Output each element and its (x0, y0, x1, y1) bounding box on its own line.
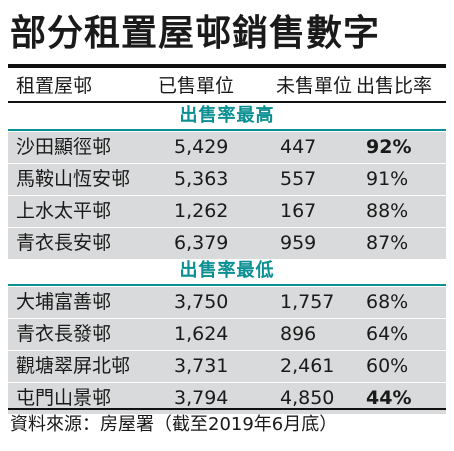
sale-ratio: 88% (366, 200, 409, 222)
table-header: 租置屋邨 已售單位 未售單位 出售比率 (8, 71, 446, 101)
table-row: 沙田顯徑邨 5,429 447 92% (8, 132, 446, 163)
estate-name: 沙田顯徑邨 (16, 136, 112, 158)
unsold-units: 557 (280, 168, 317, 190)
section-title-low: 出售率最低 (179, 260, 275, 281)
title-divider (8, 64, 446, 68)
table-row: 大埔富善邨 3,750 1,757 68% (8, 287, 446, 318)
unsold-units: 959 (280, 232, 317, 254)
header-sold: 已售單位 (158, 75, 235, 97)
unsold-units: 2,461 (280, 355, 335, 377)
table-row: 青衣長安邨 6,379 959 87% (8, 228, 446, 259)
sale-ratio: 44% (366, 387, 412, 409)
unsold-units: 4,850 (280, 387, 335, 409)
sale-ratio: 64% (366, 323, 409, 345)
sale-ratio: 91% (366, 168, 409, 190)
header-divider (8, 101, 446, 103)
table-row: 青衣長發邨 1,624 896 64% (8, 319, 446, 350)
section-divider-low (8, 284, 446, 286)
sold-units: 5,363 (174, 168, 229, 190)
sold-units: 1,624 (174, 323, 229, 345)
header-unsold: 未售單位 (276, 75, 353, 97)
sale-ratio: 60% (366, 355, 409, 377)
sold-units: 3,794 (174, 387, 229, 409)
header-estate: 租置屋邨 (16, 75, 93, 97)
sold-units: 1,262 (174, 200, 229, 222)
unsold-units: 1,757 (280, 291, 335, 313)
table-row: 馬鞍山恆安邨 5,363 557 91% (8, 164, 446, 195)
estate-name: 上水太平邨 (16, 200, 112, 222)
estate-name: 青衣長發邨 (16, 323, 112, 345)
sale-ratio: 87% (366, 232, 409, 254)
section-title-high: 出售率最高 (179, 105, 275, 126)
sale-ratio: 92% (366, 136, 412, 158)
footer-divider (8, 408, 446, 410)
sold-units: 3,731 (174, 355, 229, 377)
estate-name: 馬鞍山恆安邨 (16, 168, 131, 190)
sold-units: 3,750 (174, 291, 229, 313)
source-note: 資料來源：房屋署（截至2019年6月底） (10, 414, 338, 435)
unsold-units: 167 (280, 200, 317, 222)
sold-units: 6,379 (174, 232, 229, 254)
section-divider-high (8, 129, 446, 131)
estate-name: 大埔富善邨 (16, 291, 112, 313)
sale-ratio: 68% (366, 291, 409, 313)
estate-name: 屯門山景邨 (16, 387, 112, 409)
estate-name: 青衣長安邨 (16, 232, 112, 254)
unsold-units: 447 (280, 136, 317, 158)
page-title: 部分租置屋邨銷售數字 (10, 13, 381, 54)
sold-units: 5,429 (174, 136, 229, 158)
table-row: 觀塘翠屏北邨 3,731 2,461 60% (8, 351, 446, 382)
table-row: 上水太平邨 1,262 167 88% (8, 196, 446, 227)
header-ratio: 出售比率 (356, 75, 433, 97)
unsold-units: 896 (280, 323, 317, 345)
estate-name: 觀塘翠屏北邨 (16, 355, 131, 377)
